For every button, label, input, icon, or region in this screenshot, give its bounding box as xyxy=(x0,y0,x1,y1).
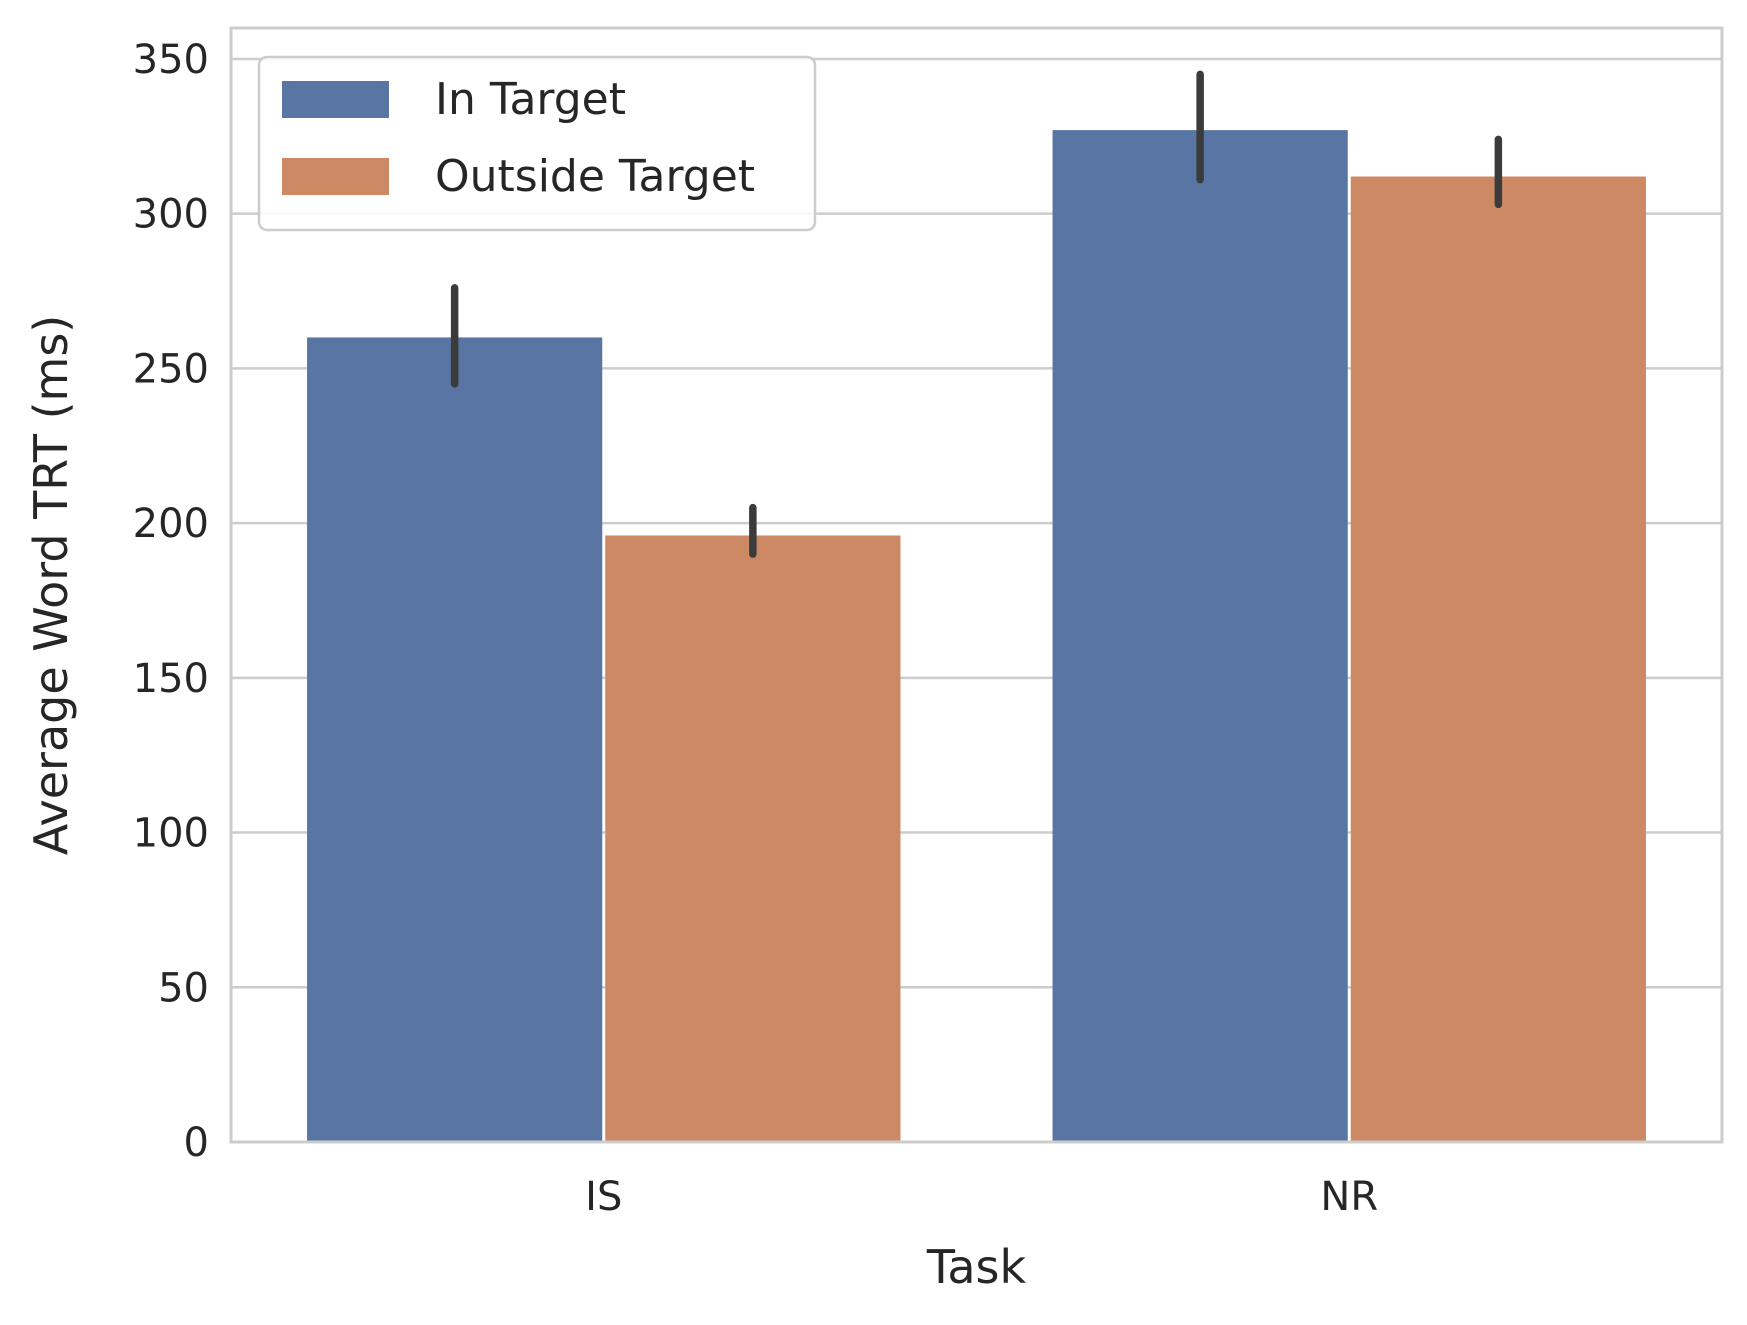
y-axis-label: Average Word TRT (ms) xyxy=(24,315,78,855)
bar-nr-outside-target xyxy=(1350,176,1646,1143)
legend: In Target Outside Target xyxy=(257,55,817,232)
y-tick-label: 0 xyxy=(184,1120,209,1166)
plot-frame xyxy=(229,26,1724,1144)
error-bars xyxy=(450,70,1503,558)
x-tick-label: NR xyxy=(1320,1174,1378,1220)
bar-is-in-target xyxy=(307,337,603,1142)
bar-nr-in-target xyxy=(1052,130,1348,1142)
legend-box xyxy=(257,55,817,232)
x-tick-labels: IS NR xyxy=(585,1174,1378,1220)
x-tick-label: IS xyxy=(585,1174,622,1220)
y-tick-label: 200 xyxy=(133,501,209,547)
legend-swatch xyxy=(282,158,389,195)
legend-label: Outside Target xyxy=(435,151,755,202)
y-tick-label: 300 xyxy=(133,192,209,238)
y-tick-label: 100 xyxy=(133,811,209,857)
y-tick-label: 250 xyxy=(133,346,209,392)
y-tick-label: 350 xyxy=(133,37,209,83)
y-tick-label: 50 xyxy=(158,965,209,1011)
y-tick-labels: 0 50 100 150 200 250 300 350 xyxy=(133,37,209,1166)
legend-label: In Target xyxy=(435,74,626,125)
bars xyxy=(307,130,1646,1143)
bar-is-outside-target xyxy=(605,535,901,1142)
y-tick-label: 150 xyxy=(133,656,209,702)
x-axis-label: Task xyxy=(926,1240,1027,1294)
legend-swatch xyxy=(282,81,389,118)
